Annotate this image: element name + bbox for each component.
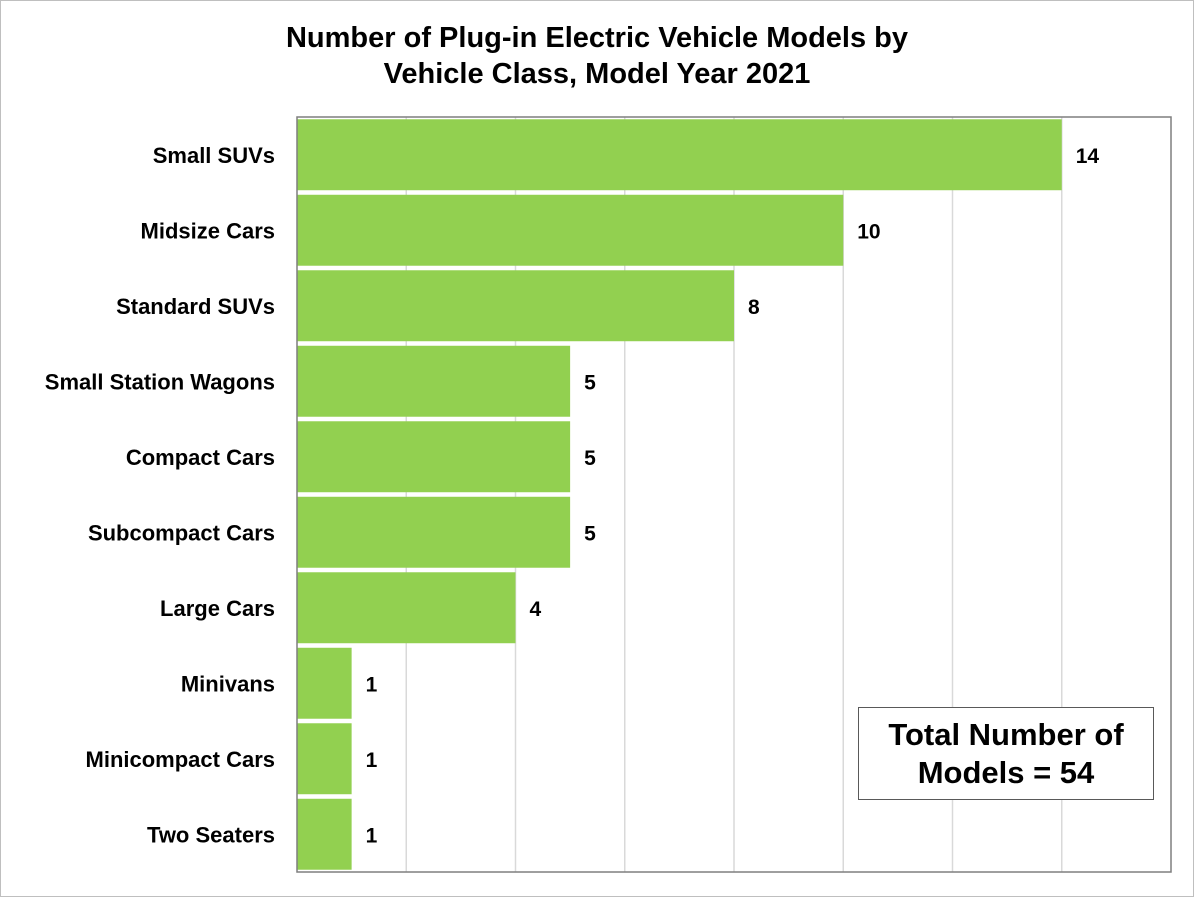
value-label: 8 [748, 296, 760, 319]
value-label: 14 [1076, 145, 1100, 168]
bar-small-station-wagons [297, 345, 571, 417]
category-label: Small SUVs [153, 143, 275, 168]
bar-minivans [297, 647, 352, 719]
bar-large-cars [297, 572, 516, 644]
category-label: Subcompact Cars [88, 520, 275, 545]
value-label: 1 [366, 824, 378, 847]
value-label: 5 [584, 371, 596, 394]
total-models-callout: Total Number of Models = 54 [858, 707, 1154, 800]
category-label: Two Seaters [147, 822, 275, 847]
category-label: Small Station Wagons [45, 369, 275, 394]
value-label: 1 [366, 673, 378, 696]
value-label: 10 [857, 220, 880, 243]
value-label: 5 [584, 522, 596, 545]
bar-standard-suvs [297, 270, 734, 342]
bars [297, 119, 1062, 870]
bar-minicompact-cars [297, 723, 352, 795]
value-label: 5 [584, 447, 596, 470]
category-label: Large Cars [160, 596, 275, 621]
bar-two-seaters [297, 798, 352, 870]
callout-line-1: Total Number of [888, 717, 1124, 752]
bar-midsize-cars [297, 194, 844, 266]
category-label: Minivans [181, 671, 275, 696]
value-label: 4 [530, 598, 542, 621]
category-labels: Small SUVs Midsize Cars Standard SUVs Small… [45, 143, 275, 848]
callout-line-2: Models = 54 [917, 755, 1095, 790]
bar-compact-cars [297, 421, 571, 493]
value-label: 1 [366, 749, 378, 772]
category-label: Compact Cars [126, 445, 275, 470]
bar-small-suvs [297, 119, 1062, 191]
category-label: Standard SUVs [116, 294, 275, 319]
category-label: Midsize Cars [141, 218, 276, 243]
chart-title-line-2: Vehicle Class, Model Year 2021 [383, 58, 811, 90]
value-labels: 14 10 8 5 5 5 4 1 1 1 [366, 145, 1100, 848]
bar-subcompact-cars [297, 496, 571, 568]
chart-title: Number of Plug-in Electric Vehicle Model… [0, 20, 1194, 92]
plot-area-border [296, 116, 1172, 873]
category-label: Minicompact Cars [86, 747, 276, 772]
chart-title-line-1: Number of Plug-in Electric Vehicle Model… [285, 22, 909, 54]
